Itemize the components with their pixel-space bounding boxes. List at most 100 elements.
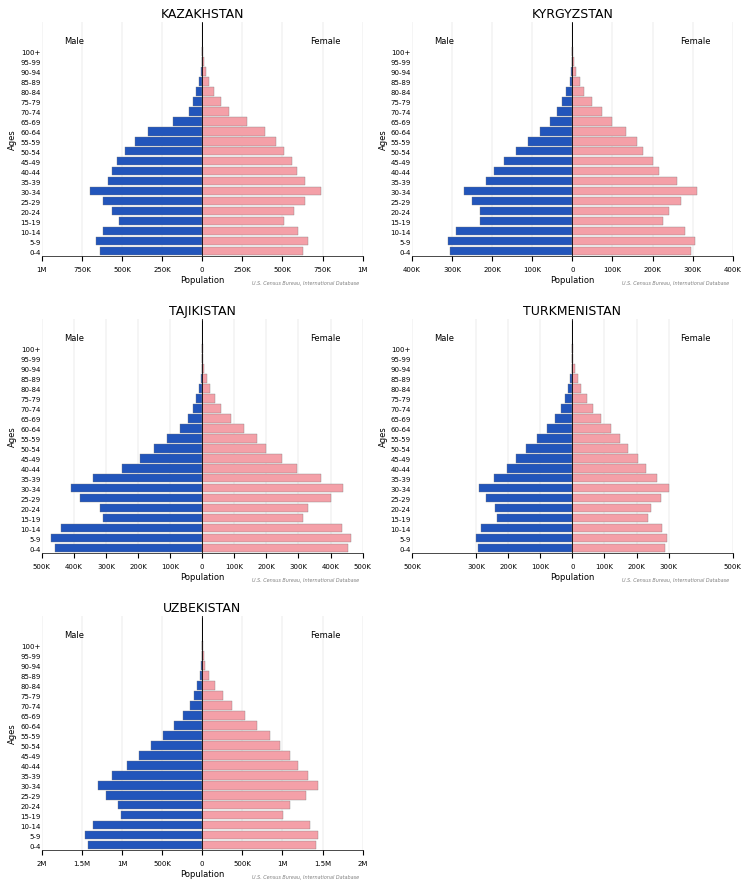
Bar xyxy=(202,485,344,493)
Bar xyxy=(93,821,202,829)
Bar xyxy=(200,672,202,680)
Bar xyxy=(496,504,572,513)
Text: Male: Male xyxy=(64,36,84,45)
Bar xyxy=(199,385,202,393)
Bar xyxy=(202,128,265,136)
Bar xyxy=(540,128,572,136)
Bar xyxy=(572,445,628,453)
Title: UZBEKISTAN: UZBEKISTAN xyxy=(163,602,242,615)
Bar xyxy=(180,424,203,433)
Bar xyxy=(199,78,202,87)
Bar xyxy=(569,78,572,87)
Bar xyxy=(481,525,572,532)
Text: Female: Female xyxy=(680,36,710,45)
Bar xyxy=(202,831,319,840)
Title: TURKMENISTAN: TURKMENISTAN xyxy=(524,305,621,318)
Bar xyxy=(572,158,652,167)
Text: Female: Female xyxy=(310,333,340,342)
Bar xyxy=(202,731,269,740)
X-axis label: Population: Population xyxy=(180,276,224,284)
Text: Male: Male xyxy=(64,630,84,639)
Bar xyxy=(202,98,221,106)
Bar xyxy=(201,662,202,670)
Title: TAJIKISTAN: TAJIKISTAN xyxy=(169,305,236,318)
Bar xyxy=(112,167,202,176)
Bar xyxy=(103,198,202,206)
Bar xyxy=(93,475,202,483)
Bar xyxy=(572,354,573,363)
Bar xyxy=(572,218,662,226)
Bar xyxy=(202,662,206,670)
Bar xyxy=(572,247,691,256)
Bar xyxy=(202,504,308,513)
X-axis label: Population: Population xyxy=(550,572,595,581)
Bar xyxy=(202,544,348,553)
X-axis label: Population: Population xyxy=(550,276,595,284)
Bar xyxy=(202,711,244,719)
Bar xyxy=(202,781,319,789)
Bar xyxy=(568,385,572,393)
Bar xyxy=(572,464,646,473)
Bar xyxy=(190,702,202,710)
Bar xyxy=(202,385,210,393)
Bar xyxy=(464,188,572,196)
Bar xyxy=(479,485,572,493)
Bar xyxy=(572,435,620,443)
Bar xyxy=(202,841,316,850)
Bar xyxy=(572,494,661,503)
Bar xyxy=(103,228,202,236)
Text: Female: Female xyxy=(310,630,340,639)
Bar xyxy=(572,178,676,186)
Bar xyxy=(448,237,572,246)
Text: Female: Female xyxy=(680,333,710,342)
Bar xyxy=(202,771,308,780)
Title: KAZAKHSTAN: KAZAKHSTAN xyxy=(160,8,244,21)
Text: U.S. Census Bureau, International Database: U.S. Census Bureau, International Databa… xyxy=(622,280,730,285)
Bar xyxy=(202,188,321,196)
Bar xyxy=(174,721,202,730)
Bar xyxy=(572,375,578,384)
Bar xyxy=(572,485,668,493)
Bar xyxy=(55,544,202,553)
Bar xyxy=(572,395,586,403)
Bar xyxy=(117,158,202,167)
Bar xyxy=(572,525,662,532)
Bar xyxy=(572,118,613,127)
Bar xyxy=(103,515,202,523)
Bar xyxy=(90,188,202,196)
Y-axis label: Ages: Ages xyxy=(8,426,17,447)
Bar xyxy=(194,405,202,413)
Bar xyxy=(197,681,202,690)
Bar xyxy=(572,544,665,553)
Bar xyxy=(572,207,668,216)
Bar xyxy=(118,218,202,226)
Bar xyxy=(572,237,694,246)
Bar xyxy=(572,228,685,236)
Bar xyxy=(572,58,574,66)
Bar xyxy=(202,751,290,759)
Bar xyxy=(151,742,202,750)
Bar xyxy=(202,515,303,523)
Y-axis label: Ages: Ages xyxy=(379,426,388,447)
Bar xyxy=(202,228,298,236)
Bar xyxy=(572,78,580,87)
Bar xyxy=(201,375,202,384)
Bar xyxy=(202,178,304,186)
Bar xyxy=(202,534,351,543)
Bar xyxy=(61,525,202,532)
Bar xyxy=(566,395,572,403)
Bar xyxy=(572,365,574,373)
Bar xyxy=(476,534,572,543)
Bar xyxy=(561,405,572,413)
Bar xyxy=(202,445,266,453)
Bar xyxy=(201,68,202,76)
Y-axis label: Ages: Ages xyxy=(379,129,388,150)
Bar xyxy=(202,237,308,246)
Bar xyxy=(112,207,202,216)
Bar xyxy=(572,108,602,116)
Bar xyxy=(506,464,572,473)
Bar xyxy=(202,148,284,156)
Bar xyxy=(202,761,298,770)
Bar xyxy=(107,178,202,186)
Bar xyxy=(202,138,276,146)
